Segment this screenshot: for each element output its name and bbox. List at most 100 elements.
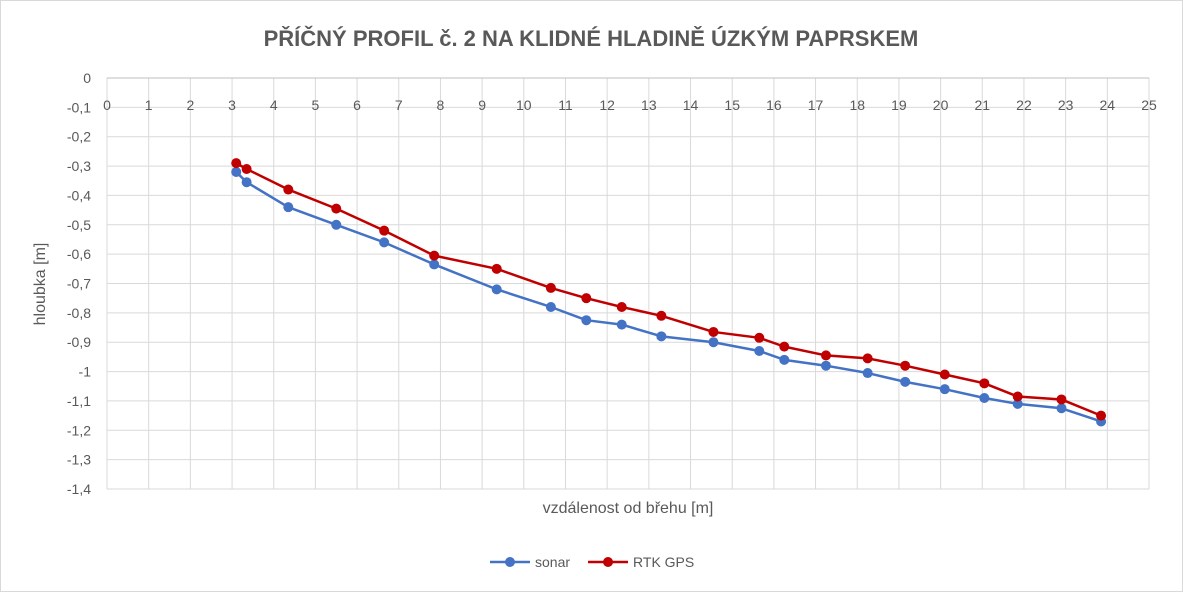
rtk-gps-point: [820, 350, 831, 361]
rtk-gps-point: [754, 332, 765, 343]
x-tick-label: 8: [437, 97, 445, 113]
sonar-point: [491, 284, 502, 295]
y-tick-label: -1,1: [67, 393, 91, 409]
x-tick-label: 23: [1058, 97, 1074, 113]
x-axis-title: vzdálenost od břehu [m]: [543, 500, 714, 517]
series-sonar: [231, 166, 1107, 427]
sonar-point: [939, 384, 950, 395]
x-tick-label: 16: [766, 97, 782, 113]
x-tick-label: 21: [974, 97, 990, 113]
y-tick-label: -0,4: [67, 187, 91, 203]
x-tick-label: 6: [353, 97, 361, 113]
y-tick-label: -0,1: [67, 99, 91, 115]
x-tick-label: 17: [808, 97, 824, 113]
rtk-gps-point: [979, 378, 990, 389]
rtk-gps-point: [283, 184, 294, 195]
sonar-point: [900, 376, 911, 387]
sonar-point: [656, 331, 667, 342]
sonar-point: [779, 354, 790, 365]
sonar-point: [862, 368, 873, 379]
sonar-point: [1056, 403, 1067, 414]
rtk-gps-point: [900, 360, 911, 371]
sonar-point: [379, 237, 390, 248]
rtk-gps-point: [491, 263, 502, 274]
x-tick-label: 3: [228, 97, 236, 113]
sonar-point: [581, 315, 592, 326]
sonar-point: [979, 392, 990, 403]
rtk-gps-point: [331, 203, 342, 214]
y-tick-label: -0,2: [67, 129, 91, 145]
x-tick-label: 5: [312, 97, 320, 113]
y-tick-label: -1,2: [67, 422, 91, 438]
legend-swatch-marker: [505, 557, 515, 567]
legend-label: RTK GPS: [633, 554, 694, 570]
y-tick-label: -1,3: [67, 452, 91, 468]
x-axis-ticks: 0 1 2 3 4 5 6 7 8 9 10 11 12 13 14 15 16 17 18 19 20 21 22 23 24…: [103, 97, 1157, 113]
y-tick-label: -1,4: [67, 481, 91, 497]
rtk-gps-point: [1096, 410, 1107, 421]
x-tick-label: 7: [395, 97, 403, 113]
x-tick-label: 11: [558, 97, 573, 113]
rtk-gps-point: [708, 326, 719, 337]
grid: [106, 77, 1150, 490]
x-tick-label: 24: [1100, 97, 1116, 113]
y-tick-label: -0,8: [67, 305, 91, 321]
y-tick-label: 0: [83, 70, 91, 86]
x-tick-label: 0: [103, 97, 111, 113]
rtk-gps-point: [241, 164, 252, 175]
rtk-gps-point: [379, 225, 390, 236]
rtk-gps-point: [429, 250, 440, 261]
x-tick-label: 15: [724, 97, 740, 113]
rtk-gps-point: [656, 310, 667, 321]
sonar-point: [1012, 398, 1023, 409]
y-tick-label: -0,3: [67, 158, 91, 174]
x-tick-label: 12: [599, 97, 615, 113]
y-tick-label: -0,5: [67, 217, 91, 233]
x-tick-label: 18: [849, 97, 865, 113]
sonar-point: [231, 166, 242, 177]
legend-swatch-marker: [603, 557, 614, 567]
y-axis-title: hloubka [m]: [32, 243, 49, 326]
x-tick-label: 14: [683, 97, 699, 113]
sonar-point: [283, 202, 294, 213]
x-tick-label: 9: [478, 97, 486, 113]
legend-label: sonar: [535, 554, 570, 570]
sonar-point: [545, 301, 556, 312]
rtk-gps-point: [1056, 394, 1067, 405]
sonar-line: [235, 171, 1102, 423]
y-tick-label: -0,7: [67, 276, 91, 292]
sonar-point: [708, 337, 719, 348]
sonar-point: [616, 319, 627, 330]
sonar-point: [241, 177, 252, 188]
rtk-gps-point: [231, 158, 242, 169]
x-tick-label: 20: [933, 97, 949, 113]
rtk-gps-point: [1012, 391, 1023, 402]
y-tick-label: -0,9: [67, 334, 91, 350]
x-tick-label: 2: [186, 97, 194, 113]
y-tick-label: -0,6: [67, 246, 91, 262]
y-tick-label: -1: [79, 364, 92, 380]
legend-item-sonar: sonar: [490, 554, 570, 570]
rtk-gps-point: [939, 369, 950, 380]
sonar-point: [820, 360, 831, 371]
chart-title: PŘÍČNÝ PROFIL č. 2 NA KLIDNÉ HLADINĚ ÚZK…: [264, 26, 919, 51]
rtk-gps-line: [235, 162, 1102, 417]
series-rtk-gps: [231, 158, 1107, 421]
sonar-point: [331, 219, 342, 230]
sonar-point: [429, 259, 440, 270]
rtk-gps-point: [545, 282, 556, 293]
y-axis-ticks: 0 -0,1 -0,2 -0,3 -0,4 -0,5 -0,6 -0,7 -0,8 -0,9 -1 -…: [67, 70, 91, 497]
x-tick-label: 4: [270, 97, 278, 113]
rtk-gps-point: [862, 353, 873, 364]
x-tick-label: 13: [641, 97, 657, 113]
x-tick-label: 19: [891, 97, 907, 113]
rtk-gps-point: [779, 341, 790, 352]
x-tick-label: 22: [1016, 97, 1032, 113]
x-tick-label: 25: [1141, 97, 1157, 113]
x-tick-label: 10: [516, 97, 532, 113]
legend: sonar RTK GPS: [490, 554, 694, 570]
series: [231, 158, 1107, 427]
x-tick-label: 1: [145, 97, 153, 113]
